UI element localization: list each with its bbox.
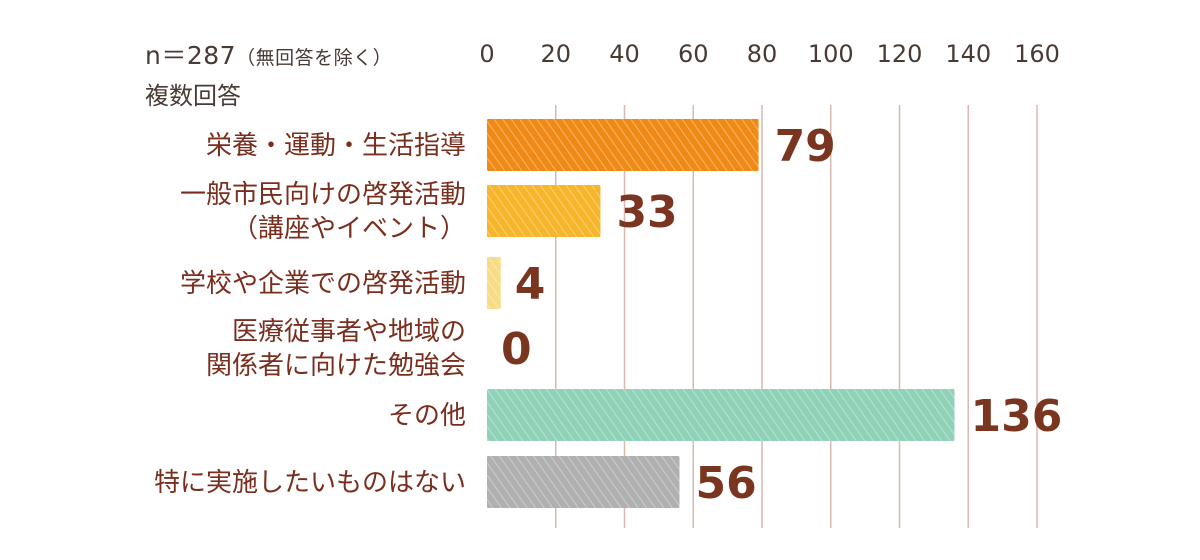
data-label: 0 — [501, 324, 532, 375]
bar-hatch — [487, 185, 601, 237]
data-label: 79 — [775, 121, 836, 172]
x-axis-ticks: 0 20 40 60 80 100 120 140 160 — [479, 40, 1060, 68]
bars — [487, 119, 955, 508]
category-label: 栄養・運動・生活指導 — [206, 131, 466, 161]
category-label: その他 — [388, 401, 466, 431]
exclusion-note: （無回答を除く） — [236, 47, 393, 69]
bar-hatch — [487, 389, 955, 441]
x-tick-label: 60 — [678, 40, 709, 68]
sample-size-note: n＝287（無回答を除く） — [145, 36, 392, 72]
data-label: 33 — [616, 187, 677, 238]
data-label: 56 — [696, 458, 757, 509]
x-tick-label: 160 — [1014, 40, 1060, 68]
x-tick-label: 140 — [945, 40, 991, 68]
x-tick-label: 120 — [877, 40, 923, 68]
bar-hatch — [487, 119, 759, 171]
category-label: 医療従事者や地域の — [232, 317, 466, 347]
category-label: 学校や企業での啓発活動 — [180, 269, 466, 299]
sample-size-text: n＝287 — [145, 41, 237, 70]
category-label: （講座やイベント） — [232, 214, 466, 244]
x-tick-label: 20 — [540, 40, 571, 68]
value-labels: 79 33 4 0 136 56 — [501, 121, 1062, 509]
x-tick-label: 40 — [609, 40, 640, 68]
bar-hatch — [487, 257, 501, 309]
category-label: 一般市民向けの啓発活動 — [180, 180, 466, 210]
x-tick-label: 0 — [479, 40, 494, 68]
category-label: 特に実施したいものはない — [154, 468, 466, 498]
x-tick-label: 80 — [747, 40, 778, 68]
x-tick-label: 100 — [808, 40, 854, 68]
data-label: 4 — [515, 259, 546, 310]
bar-hatch — [487, 456, 680, 508]
data-label: 136 — [971, 391, 1063, 442]
multiple-answer-note: 複数回答 — [145, 82, 241, 110]
category-label: 関係者に向けた勉強会 — [206, 351, 466, 381]
